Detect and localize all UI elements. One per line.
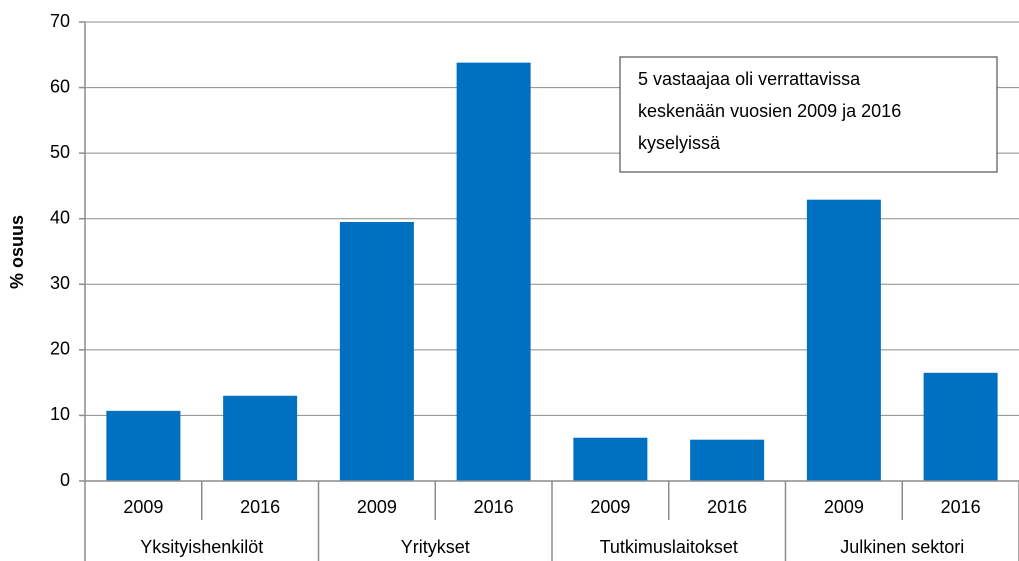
group-label: Tutkimuslaitokset bbox=[600, 537, 738, 557]
y-tick-label: 0 bbox=[60, 470, 70, 490]
y-tick-label: 10 bbox=[50, 404, 70, 424]
x-tick-label: 2009 bbox=[123, 497, 163, 517]
annotation-box bbox=[619, 56, 998, 173]
x-tick-label: 2016 bbox=[707, 497, 747, 517]
y-axis-label: % osuus bbox=[7, 215, 27, 289]
bar bbox=[573, 437, 648, 481]
bar bbox=[456, 62, 531, 481]
x-tick-label: 2009 bbox=[590, 497, 630, 517]
y-tick-label: 60 bbox=[50, 76, 70, 96]
bar bbox=[806, 199, 881, 481]
bar bbox=[339, 221, 414, 481]
y-tick-label: 50 bbox=[50, 142, 70, 162]
y-tick-label: 40 bbox=[50, 207, 70, 227]
x-tick-label: 2009 bbox=[824, 497, 864, 517]
bar bbox=[690, 439, 765, 481]
bar bbox=[923, 372, 998, 481]
y-tick-label: 30 bbox=[50, 273, 70, 293]
annotation-text: keskenään vuosien 2009 ja 2016 bbox=[638, 101, 901, 121]
x-tick-label: 2016 bbox=[941, 497, 981, 517]
group-label: Yritykset bbox=[401, 537, 470, 557]
y-tick-label: 70 bbox=[50, 11, 70, 31]
x-tick-label: 2016 bbox=[240, 497, 280, 517]
annotation-text: 5 vastaajaa oli verrattavissa bbox=[638, 69, 861, 89]
x-tick-label: 2016 bbox=[474, 497, 514, 517]
x-tick-label: 2009 bbox=[357, 497, 397, 517]
bar bbox=[106, 410, 181, 481]
annotation-text: kyselyissä bbox=[638, 133, 721, 153]
group-label: Julkinen sektori bbox=[840, 537, 964, 557]
bar bbox=[223, 395, 298, 481]
y-tick-label: 20 bbox=[50, 339, 70, 359]
group-label: Yksityishenkilöt bbox=[140, 537, 263, 557]
